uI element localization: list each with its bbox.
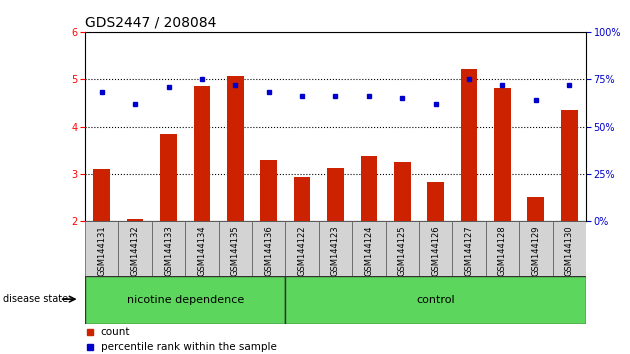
Bar [127, 219, 144, 221]
Text: GSM144134: GSM144134 [197, 225, 207, 276]
Text: GSM144123: GSM144123 [331, 225, 340, 276]
Bar [561, 110, 578, 221]
Bar [494, 88, 511, 221]
Bar [294, 177, 311, 221]
Text: GSM144129: GSM144129 [531, 225, 541, 276]
Text: nicotine dependence: nicotine dependence [127, 295, 244, 305]
Bar [85, 276, 285, 324]
Bar [285, 276, 586, 324]
Bar [160, 134, 177, 221]
Text: GSM144128: GSM144128 [498, 225, 507, 276]
Bar [319, 221, 352, 276]
Bar [452, 221, 486, 276]
Bar [118, 221, 152, 276]
Text: GSM144130: GSM144130 [564, 225, 574, 276]
Text: count: count [101, 327, 130, 337]
Text: GSM144135: GSM144135 [231, 225, 240, 276]
Bar [93, 169, 110, 221]
Bar [219, 221, 252, 276]
Bar [285, 221, 319, 276]
Bar [394, 162, 411, 221]
Bar [152, 221, 185, 276]
Text: GSM144136: GSM144136 [264, 225, 273, 276]
Bar [260, 160, 277, 221]
Text: GSM144124: GSM144124 [364, 225, 374, 276]
Text: GSM144131: GSM144131 [97, 225, 106, 276]
Bar [227, 76, 244, 221]
Text: disease state: disease state [3, 294, 68, 304]
Text: GSM144125: GSM144125 [398, 225, 407, 276]
Bar [461, 69, 478, 221]
Bar [553, 221, 586, 276]
Text: percentile rank within the sample: percentile rank within the sample [101, 342, 277, 352]
Bar [519, 221, 553, 276]
Text: GSM144126: GSM144126 [431, 225, 440, 276]
Text: control: control [416, 295, 455, 305]
Bar [486, 221, 519, 276]
Bar [327, 168, 344, 221]
Bar [85, 221, 118, 276]
Text: GDS2447 / 208084: GDS2447 / 208084 [85, 15, 217, 29]
Bar [419, 221, 452, 276]
Text: GSM144132: GSM144132 [130, 225, 140, 276]
Bar [427, 182, 444, 221]
Bar [185, 221, 219, 276]
Text: GSM144122: GSM144122 [297, 225, 307, 276]
Bar [527, 196, 544, 221]
Bar [193, 86, 210, 221]
Text: GSM144127: GSM144127 [464, 225, 474, 276]
Text: GSM144133: GSM144133 [164, 225, 173, 276]
Bar [360, 156, 377, 221]
Bar [386, 221, 419, 276]
Bar [352, 221, 386, 276]
Bar [252, 221, 285, 276]
